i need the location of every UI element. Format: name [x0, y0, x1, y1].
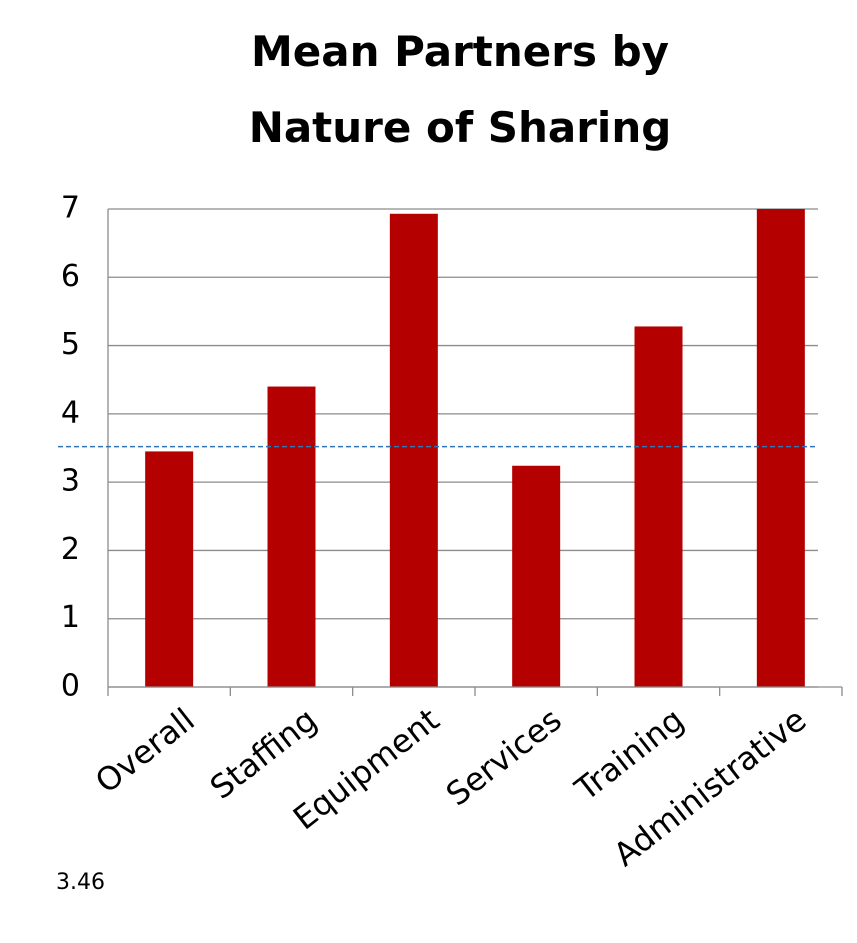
- y-tick-label: 3: [61, 464, 80, 499]
- y-tick-label: 5: [61, 327, 80, 362]
- y-tick-label: 4: [61, 395, 80, 430]
- y-tick-label: 2: [61, 532, 80, 567]
- y-tick-label: 6: [61, 259, 80, 294]
- y-tick-label: 7: [61, 191, 80, 226]
- bar: [756, 209, 805, 687]
- bar: [634, 326, 683, 687]
- bar: [389, 213, 438, 687]
- y-tick-label: 1: [61, 600, 80, 635]
- x-tick-label: Overall: [88, 700, 202, 800]
- x-tick-label: Services: [439, 700, 569, 813]
- chart-title: Mean Partners by Nature of Sharing: [248, 27, 672, 152]
- bar: [512, 465, 561, 687]
- bar: [267, 386, 316, 687]
- annotation: 3.46: [56, 870, 105, 895]
- bar: [145, 451, 194, 687]
- y-tick-label: 0: [61, 669, 80, 704]
